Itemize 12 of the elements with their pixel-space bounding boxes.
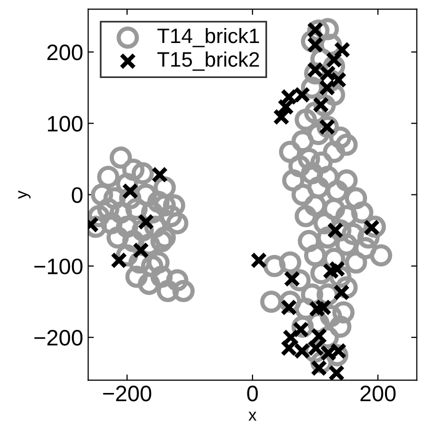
y-tick-label: −200	[34, 330, 82, 346]
y-tick-label: 200	[47, 44, 82, 60]
legend-label: T15_brick2	[157, 52, 259, 71]
x-tick-label: 200	[360, 386, 396, 402]
y-tick-label: 0	[72, 187, 82, 203]
x-tick-label: 0	[247, 386, 258, 402]
y-tick-label: −100	[34, 258, 82, 274]
y-tick-label: 100	[48, 116, 82, 132]
x-tick-label: −200	[103, 386, 152, 402]
legend-label: T14_brick1	[157, 28, 259, 48]
x-axis-title: x	[248, 412, 256, 421]
y-axis-title: y	[18, 190, 30, 199]
